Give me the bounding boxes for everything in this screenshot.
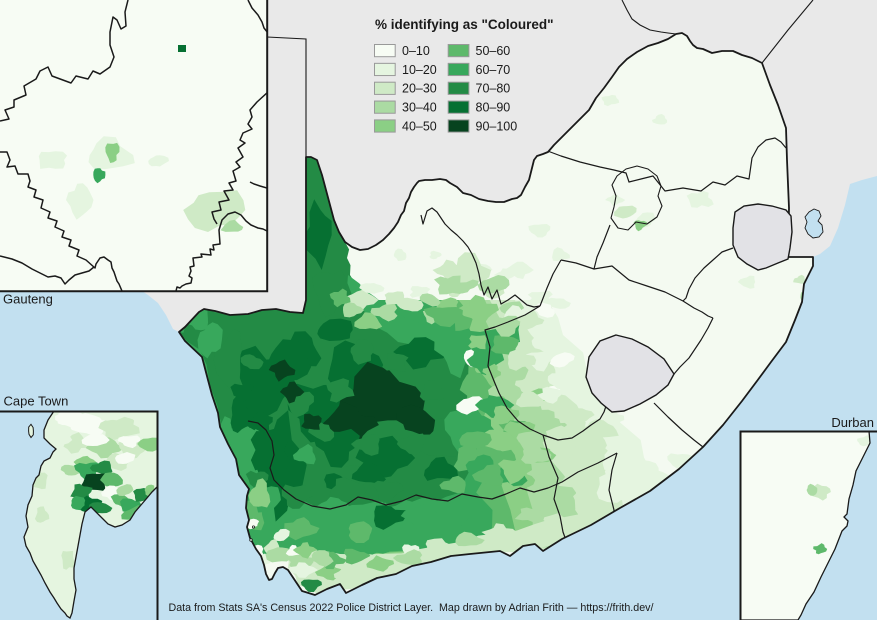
svg-text:40–50: 40–50	[402, 119, 437, 133]
svg-text:60–70: 60–70	[476, 63, 511, 77]
svg-text:Data from Stats SA's Census 20: Data from Stats SA's Census 2022 Police …	[169, 602, 654, 614]
svg-text:% identifying as "Coloured": % identifying as "Coloured"	[375, 17, 554, 32]
svg-text:80–90: 80–90	[476, 101, 511, 115]
svg-text:Cape Town: Cape Town	[4, 394, 69, 409]
svg-text:70–80: 70–80	[476, 82, 511, 96]
svg-text:Durban: Durban	[831, 415, 874, 430]
svg-text:Gauteng: Gauteng	[3, 292, 53, 307]
svg-text:10–20: 10–20	[402, 63, 437, 77]
svg-text:50–60: 50–60	[476, 44, 511, 58]
svg-text:20–30: 20–30	[402, 82, 437, 96]
svg-text:0–10: 0–10	[402, 44, 430, 58]
svg-text:30–40: 30–40	[402, 101, 437, 115]
svg-text:90–100: 90–100	[476, 119, 518, 133]
